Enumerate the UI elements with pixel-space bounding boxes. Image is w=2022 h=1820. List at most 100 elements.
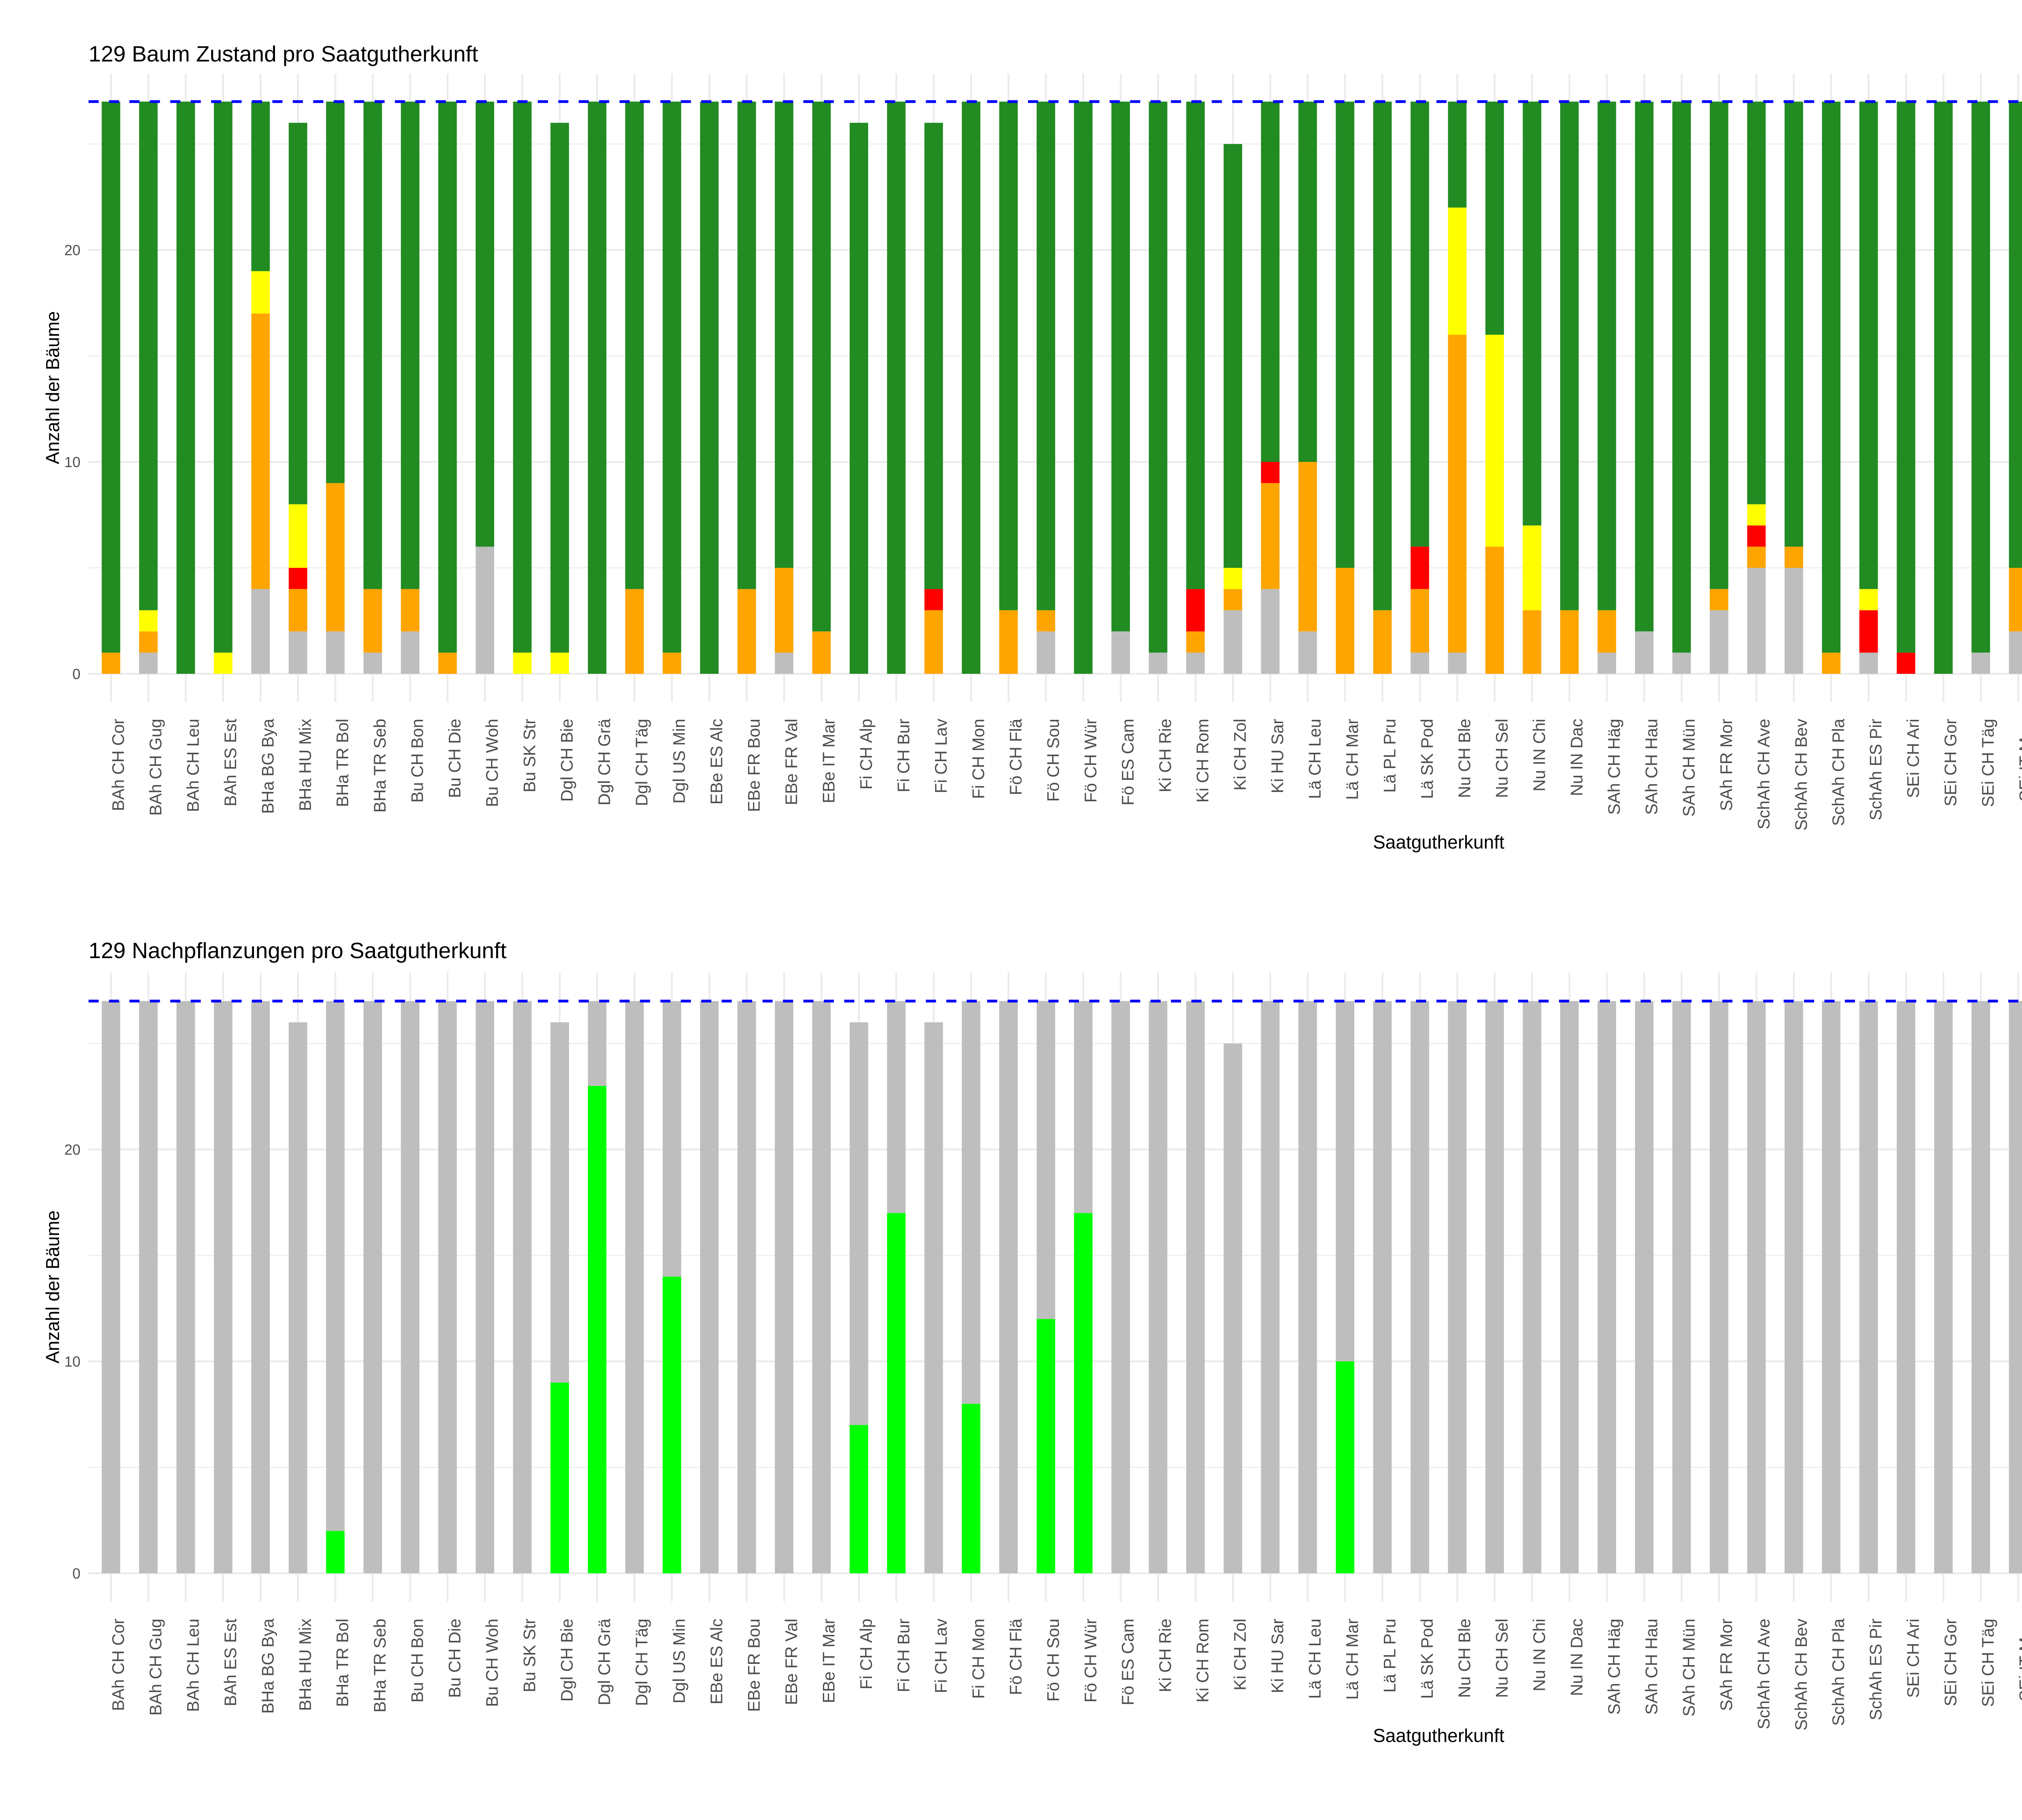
svg-text:BAh CH Cor: BAh CH Cor	[108, 1619, 127, 1711]
svg-text:EBe IT Mar: EBe IT Mar	[819, 719, 838, 803]
svg-text:0: 0	[72, 1565, 80, 1582]
svg-text:SchAh ES Pir: SchAh ES Pir	[1866, 719, 1885, 821]
svg-text:Bu CH Woh: Bu CH Woh	[482, 719, 501, 807]
svg-text:Saatgutherkunft: Saatgutherkunft	[1373, 1725, 1504, 1746]
svg-text:Dgl US Min: Dgl US Min	[670, 1619, 689, 1704]
svg-text:SAh CH Hau: SAh CH Hau	[1642, 1619, 1661, 1715]
svg-text:SAh CH Mün: SAh CH Mün	[1679, 719, 1698, 817]
svg-text:SEi CH Täg: SEi CH Täg	[1978, 1619, 1997, 1707]
svg-text:Ki CH Rom: Ki CH Rom	[1193, 719, 1212, 803]
svg-text:10: 10	[64, 454, 80, 470]
svg-text:SEi CH Täg: SEi CH Täg	[1978, 719, 1997, 807]
svg-text:BHa TR Seb: BHa TR Seb	[370, 1619, 389, 1712]
svg-text:SchAh CH Pla: SchAh CH Pla	[1829, 718, 1848, 826]
svg-text:Bu CH Bon: Bu CH Bon	[408, 719, 427, 803]
svg-text:Bu SK Str: Bu SK Str	[520, 719, 539, 792]
svg-text:Lä SK Pod: Lä SK Pod	[1417, 1619, 1436, 1699]
svg-text:SchAh CH Ave: SchAh CH Ave	[1754, 719, 1773, 830]
svg-text:Nu IN Dac: Nu IN Dac	[1567, 1619, 1586, 1696]
svg-text:0: 0	[72, 666, 80, 682]
svg-text:Dgl CH Täg: Dgl CH Täg	[632, 1619, 651, 1706]
svg-text:Dgl CH Bie: Dgl CH Bie	[557, 719, 576, 802]
svg-text:SchAh CH Bev: SchAh CH Bev	[1791, 719, 1810, 831]
svg-text:Lä CH Mar: Lä CH Mar	[1343, 719, 1362, 800]
svg-text:SEi IT Mon: SEi IT Mon	[2016, 719, 2022, 802]
svg-text:BAh ES Est: BAh ES Est	[221, 719, 240, 806]
svg-text:Fö CH Flä: Fö CH Flä	[1006, 1618, 1025, 1695]
svg-text:Fö CH Flä: Fö CH Flä	[1006, 718, 1025, 795]
svg-text:Fö CH Sou: Fö CH Sou	[1043, 1619, 1062, 1701]
svg-text:BHa HU Mix: BHa HU Mix	[296, 719, 315, 811]
svg-text:BHa BG Bya: BHa BG Bya	[258, 718, 277, 814]
svg-text:BAh CH Leu: BAh CH Leu	[183, 1619, 202, 1712]
svg-text:EBe ES Alc: EBe ES Alc	[707, 719, 726, 804]
svg-text:BHa HU Mix: BHa HU Mix	[296, 1619, 315, 1711]
svg-text:Nu IN Chi: Nu IN Chi	[1529, 1619, 1548, 1691]
svg-text:SAh CH Hau: SAh CH Hau	[1642, 719, 1661, 815]
svg-text:Lä CH Leu: Lä CH Leu	[1305, 719, 1324, 799]
svg-text:SAh CH Häg: SAh CH Häg	[1604, 719, 1623, 815]
svg-text:Bu SK Str: Bu SK Str	[520, 1619, 539, 1692]
svg-text:Fö CH Wür: Fö CH Wür	[1081, 719, 1100, 803]
svg-text:Lä CH Mar: Lä CH Mar	[1343, 1619, 1362, 1700]
svg-text:EBe FR Bou: EBe FR Bou	[745, 719, 764, 812]
svg-text:SEi CH Ari: SEi CH Ari	[1904, 719, 1923, 798]
svg-text:Fi CH Mon: Fi CH Mon	[969, 1619, 988, 1699]
svg-text:Ki CH Rie: Ki CH Rie	[1156, 1619, 1175, 1692]
svg-text:Fö ES Cam: Fö ES Cam	[1118, 1619, 1137, 1705]
svg-text:Dgl CH Grä: Dgl CH Grä	[595, 1618, 614, 1705]
svg-text:129 Nachpflanzungen pro Saatgu: 129 Nachpflanzungen pro Saatgutherkunft	[89, 938, 507, 963]
svg-text:SchAh CH Bev: SchAh CH Bev	[1791, 1619, 1810, 1731]
svg-text:20: 20	[64, 1141, 80, 1158]
svg-text:Bu CH Die: Bu CH Die	[445, 719, 464, 798]
svg-text:SAh FR Mor: SAh FR Mor	[1717, 719, 1736, 811]
svg-text:Bu CH Woh: Bu CH Woh	[482, 1619, 501, 1707]
svg-text:SAh CH Häg: SAh CH Häg	[1604, 1619, 1623, 1715]
svg-text:10: 10	[64, 1353, 80, 1370]
svg-text:EBe IT Mar: EBe IT Mar	[819, 1619, 838, 1703]
svg-text:Fö ES Cam: Fö ES Cam	[1118, 719, 1137, 805]
svg-text:Fi CH Bur: Fi CH Bur	[894, 1619, 913, 1692]
svg-text:BHa BG Bya: BHa BG Bya	[258, 1618, 277, 1714]
svg-text:EBe FR Val: EBe FR Val	[782, 719, 801, 805]
svg-text:Nu IN Dac: Nu IN Dac	[1567, 719, 1586, 796]
svg-text:BHa TR Bol: BHa TR Bol	[333, 719, 352, 807]
svg-text:20: 20	[64, 242, 80, 258]
svg-text:Lä PL Pru: Lä PL Pru	[1380, 719, 1399, 793]
svg-text:BAh CH Cor: BAh CH Cor	[108, 719, 127, 811]
svg-text:SchAh ES Pir: SchAh ES Pir	[1866, 1619, 1885, 1721]
svg-text:Dgl CH Grä: Dgl CH Grä	[595, 718, 614, 805]
svg-text:EBe FR Val: EBe FR Val	[782, 1619, 801, 1705]
svg-text:Ki HU Sar: Ki HU Sar	[1268, 719, 1287, 794]
svg-text:Fö CH Sou: Fö CH Sou	[1043, 719, 1062, 802]
svg-text:EBe ES Alc: EBe ES Alc	[707, 1619, 726, 1704]
svg-text:Fö CH Wür: Fö CH Wür	[1081, 1619, 1100, 1703]
svg-text:Dgl CH Bie: Dgl CH Bie	[557, 1619, 576, 1701]
svg-text:Fi CH Alp: Fi CH Alp	[857, 1619, 876, 1689]
svg-text:Nu CH Ble: Nu CH Ble	[1455, 1619, 1474, 1698]
svg-text:Nu CH Ble: Nu CH Ble	[1455, 719, 1474, 798]
svg-text:BAh CH Gug: BAh CH Gug	[146, 719, 165, 816]
svg-text:Lä CH Leu: Lä CH Leu	[1305, 1619, 1324, 1699]
svg-text:Lä SK Pod: Lä SK Pod	[1417, 719, 1436, 799]
svg-text:Fi CH Lav: Fi CH Lav	[931, 719, 950, 794]
svg-text:Ki CH Zol: Ki CH Zol	[1231, 1619, 1250, 1691]
svg-text:Bu CH Die: Bu CH Die	[445, 1619, 464, 1698]
svg-text:Ki CH Zol: Ki CH Zol	[1231, 719, 1250, 791]
svg-text:Anzahl der Bäume: Anzahl der Bäume	[42, 311, 63, 464]
svg-text:Anzahl der Bäume: Anzahl der Bäume	[42, 1211, 63, 1363]
svg-text:EBe FR Bou: EBe FR Bou	[745, 1619, 764, 1712]
svg-text:SEi IT Mon: SEi IT Mon	[2016, 1619, 2022, 1701]
svg-text:Dgl US Min: Dgl US Min	[670, 719, 689, 804]
svg-text:BHa TR Bol: BHa TR Bol	[333, 1619, 352, 1707]
svg-text:SEi CH Gor: SEi CH Gor	[1941, 719, 1960, 806]
svg-text:Lä PL Pru: Lä PL Pru	[1380, 1619, 1399, 1693]
svg-text:SchAh CH Ave: SchAh CH Ave	[1754, 1619, 1773, 1729]
svg-text:Fi CH Bur: Fi CH Bur	[894, 719, 913, 792]
svg-text:Bu CH Bon: Bu CH Bon	[408, 1619, 427, 1703]
svg-text:Dgl CH Täg: Dgl CH Täg	[632, 719, 651, 806]
svg-text:BAh CH Gug: BAh CH Gug	[146, 1619, 165, 1716]
svg-text:Saatgutherkunft: Saatgutherkunft	[1373, 832, 1504, 853]
svg-text:BAh ES Est: BAh ES Est	[221, 1619, 240, 1706]
svg-text:Ki CH Rom: Ki CH Rom	[1193, 1619, 1212, 1703]
